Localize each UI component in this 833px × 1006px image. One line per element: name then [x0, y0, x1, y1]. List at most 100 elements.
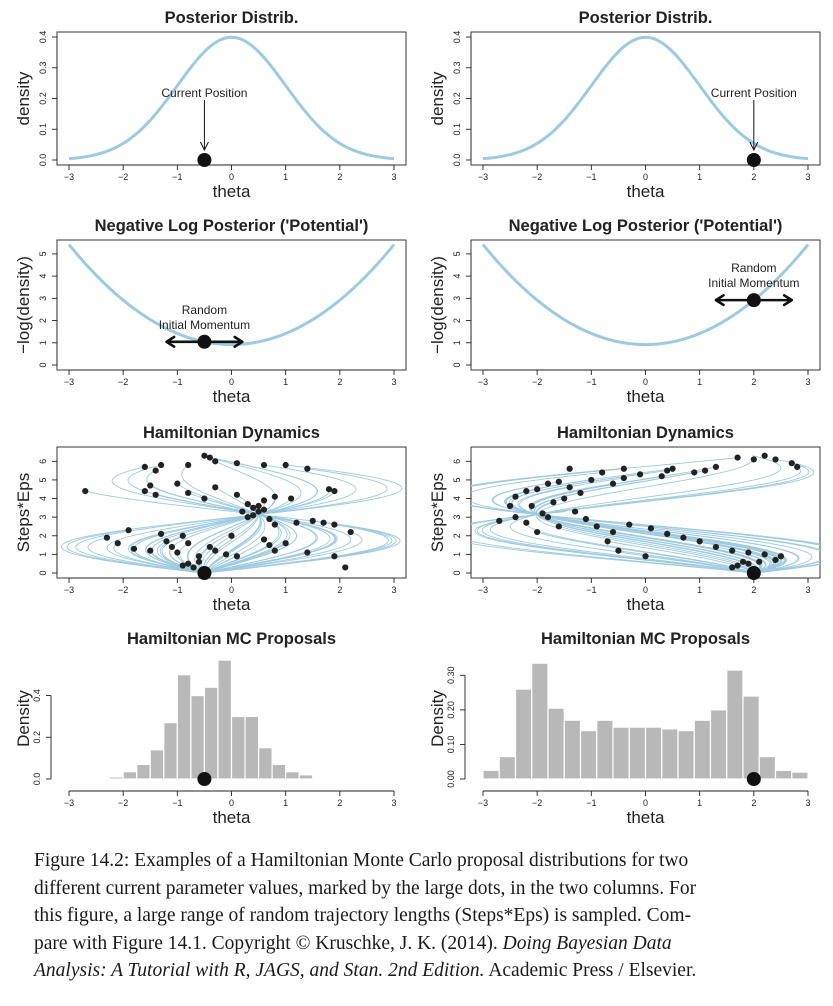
trajectory-endpoint — [528, 502, 535, 510]
y-tick-label: 0.1 — [38, 123, 48, 136]
trajectory-line — [203, 511, 260, 574]
histogram-bar — [726, 669, 744, 780]
x-tick-label: −2 — [532, 377, 542, 387]
y-tick-label: 0.0 — [32, 773, 42, 786]
y-axis-label: Density — [428, 690, 447, 747]
y-tick-label: 5 — [452, 251, 462, 256]
caption-book-title-a: Doing Bayesian Data — [502, 932, 672, 954]
trajectory-endpoint — [772, 456, 779, 463]
trajectory-line — [612, 531, 761, 574]
trajectory-endpoint — [566, 465, 573, 472]
x-tick-label: 2 — [337, 798, 342, 808]
x-axis-label: theta — [627, 595, 665, 614]
x-axis-label: theta — [213, 387, 251, 406]
x-tick-label: −1 — [586, 377, 596, 387]
trajectory-line — [106, 464, 357, 574]
histogram-bar — [190, 694, 206, 780]
y-tick-label: 0 — [452, 570, 462, 575]
x-tick-label: 2 — [337, 172, 342, 182]
trajectory-line — [204, 552, 308, 574]
histogram-bar — [217, 659, 233, 780]
trajectory-endpoint — [523, 487, 530, 495]
trajectory-endpoint — [141, 463, 148, 470]
trajectory-endpoint — [669, 465, 676, 472]
y-tick-label: 0.4 — [32, 689, 42, 702]
x-tick-label: 0 — [229, 798, 234, 808]
trajectory-endpoint — [664, 467, 671, 474]
histogram-bar — [791, 771, 809, 780]
y-tick-label: 0.3 — [38, 61, 48, 74]
trajectory-endpoint — [712, 463, 720, 470]
x-tick-label: −3 — [478, 798, 488, 808]
x-tick-label: −1 — [172, 377, 182, 387]
trajectory-endpoint — [152, 467, 159, 474]
histogram-bar — [95, 777, 111, 780]
trajectory-endpoint — [604, 538, 611, 545]
trajectory-endpoint — [691, 469, 698, 476]
trajectory-endpoint — [788, 460, 795, 467]
x-axis-label: theta — [627, 808, 665, 827]
trajectory-endpoint — [212, 547, 219, 554]
x-tick-label: −2 — [532, 798, 542, 808]
caption-line-4: pare with Figure 14.1. Copyright © Krusc… — [34, 930, 808, 958]
trajectory-endpoint — [712, 543, 720, 551]
density-curve — [68, 35, 395, 161]
panel-title: Posterior Distrib. — [579, 9, 713, 27]
trajectory-endpoint — [534, 486, 541, 493]
figure-caption: Figure 14.2: Examples of a Hamiltonian M… — [34, 847, 808, 985]
x-tick-label: −1 — [586, 585, 596, 595]
trajectory-line — [596, 526, 772, 574]
trajectory-endpoint — [750, 456, 757, 463]
caption-book-title-b: Analysis: A Tutorial with R, JAGS, and S… — [34, 960, 485, 981]
trajectory-endpoint — [761, 551, 768, 558]
trajectory-endpoint — [125, 527, 132, 534]
trajectory-endpoint — [206, 454, 213, 461]
caption-line-3: this figure, a large range of random tra… — [34, 905, 692, 926]
x-tick-label: 0 — [643, 377, 648, 387]
annotation-current-position: Current Position — [161, 86, 247, 100]
trajectory-line — [536, 459, 755, 574]
start-position-dot — [197, 566, 212, 580]
y-tick-label: 5 — [38, 251, 48, 256]
x-tick-label: −1 — [172, 172, 182, 182]
trajectory-line — [113, 542, 205, 574]
trajectory-endpoint — [282, 461, 289, 469]
histogram-bar — [257, 747, 273, 780]
trajectory-line — [150, 485, 318, 574]
trajectory-endpoint — [523, 519, 530, 526]
momentum-arrow-left-head — [165, 335, 176, 348]
y-tick-label: 1 — [38, 552, 48, 557]
y-tick-label: 3 — [38, 296, 48, 301]
y-tick-label: 0 — [38, 362, 48, 367]
trajectory-endpoint — [512, 493, 519, 500]
trajectory-endpoint — [496, 517, 503, 524]
panel-posterior-2: Posterior Distrib. −3 −2 −1 0 1 2 3 theta 0.0 0.1 0… — [428, 9, 821, 201]
trajectory-endpoint — [347, 528, 354, 536]
annotation-arrow-head — [749, 141, 759, 152]
caption-line-5: Analysis: A Tutorial with R, JAGS, and S… — [34, 957, 808, 985]
trajectory-endpoint — [260, 461, 268, 469]
current-position-dot — [197, 153, 212, 167]
y-tick-label: 5 — [38, 477, 48, 482]
x-tick-label: 2 — [337, 377, 342, 387]
plot-frame — [56, 239, 407, 371]
x-tick-label: 0 — [643, 798, 648, 808]
annotation-random: Random — [731, 261, 776, 275]
x-tick-label: −3 — [64, 377, 74, 387]
trajectory-endpoint — [271, 521, 278, 528]
trajectory-line — [204, 544, 270, 574]
trajectory-endpoint — [233, 491, 241, 498]
y-tick-label: 1 — [452, 552, 462, 557]
trajectory-endpoint — [512, 514, 519, 521]
trajectory-line — [650, 527, 813, 574]
x-tick-label: 3 — [805, 377, 810, 387]
histogram-bar — [709, 709, 728, 780]
x-tick-label: 3 — [391, 172, 396, 182]
x-tick-label: 3 — [805, 798, 810, 808]
trajectory-endpoint — [157, 461, 165, 469]
y-tick-label: 0.2 — [32, 731, 42, 744]
trajectory-endpoint — [680, 534, 687, 541]
trajectory-endpoint — [244, 514, 251, 521]
histogram-bar — [612, 726, 630, 780]
trajectory-endpoint — [794, 463, 801, 470]
